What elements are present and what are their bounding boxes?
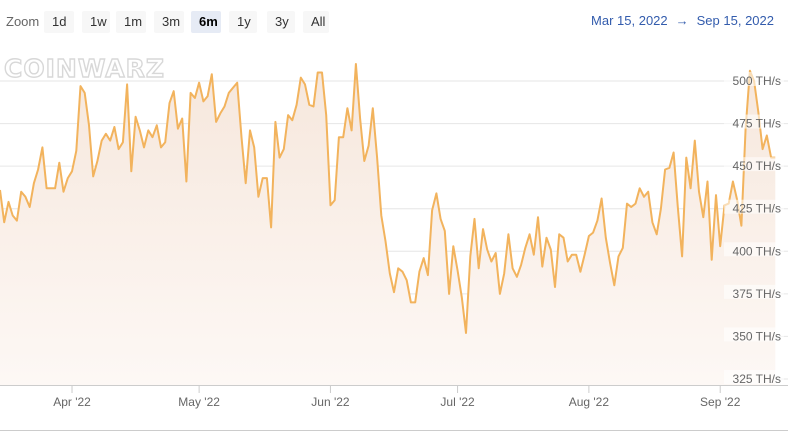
hashrate-chart[interactable]: COINWARZ 325 TH/s 350 TH/s 375 TH/s 400 TH/…: [0, 44, 788, 433]
area-fill: [0, 64, 776, 385]
x-axis: Apr '22 May '22 Jun '22 Jul '22 Aug '22 Sep '…: [0, 385, 788, 431]
y-tick-label-bg: [724, 157, 784, 172]
y-tick-label-bg: [724, 242, 784, 257]
x-tick-label: Aug '22: [569, 395, 610, 409]
series-line[interactable]: [0, 63, 776, 334]
y-tick-label-bg: [724, 370, 784, 384]
x-tick-label: Sep '22: [700, 395, 741, 409]
y-tick-label: 450 TH/s: [733, 159, 781, 173]
zoom-label: Zoom: [6, 14, 40, 29]
chart-toolbar: Zoom 1d 1w 1m 3m 6m 1y 3y All Mar 15, 2022 → Sep …: [0, 0, 788, 44]
date-to-input[interactable]: Sep 15, 2022: [696, 13, 774, 28]
y-tick-label: 350 TH/s: [733, 329, 781, 343]
date-from-input[interactable]: Mar 15, 2022: [591, 13, 668, 28]
series-line-path[interactable]: [0, 63, 776, 334]
y-tick-label: 475 TH/s: [733, 117, 781, 131]
y-tick-label-bg: [724, 199, 784, 214]
x-tick-label: Apr '22: [53, 395, 91, 409]
y-tick-label: 325 TH/s: [733, 372, 781, 386]
range-button-3y[interactable]: 3y: [267, 11, 295, 33]
range-button-6m[interactable]: 6m: [191, 11, 221, 33]
area-path: [0, 64, 776, 385]
x-tick-label: May '22: [178, 395, 220, 409]
y-tick-label: 375 TH/s: [733, 287, 781, 301]
range-button-1m[interactable]: 1m: [116, 11, 146, 33]
range-button-1w[interactable]: 1w: [82, 11, 110, 33]
x-tick-label: Jul '22: [440, 395, 475, 409]
y-tick-label-bg: [724, 72, 784, 86]
y-tick-label: 400 TH/s: [733, 244, 781, 258]
range-button-1d[interactable]: 1d: [44, 11, 74, 33]
y-tick-label-bg: [724, 284, 784, 299]
range-button-3m[interactable]: 3m: [154, 11, 184, 33]
y-tick-label-bg: [724, 114, 784, 129]
date-range-display: Mar 15, 2022 → Sep 15, 2022: [591, 13, 774, 28]
x-tick-label: Jun '22: [311, 395, 350, 409]
watermark-text: COINWARZ: [4, 54, 165, 83]
range-button-1y[interactable]: 1y: [229, 11, 257, 33]
range-button-All[interactable]: All: [303, 11, 329, 33]
y-tick-label: 500 TH/s: [733, 74, 781, 88]
y-axis: 325 TH/s 350 TH/s 375 TH/s 400 TH/s 425 TH/s…: [724, 72, 784, 386]
y-tick-label: 425 TH/s: [733, 202, 781, 216]
date-range-arrow: →: [675, 13, 689, 28]
y-tick-label-bg: [724, 327, 784, 342]
coinwarz-watermark: COINWARZ: [3, 53, 165, 83]
